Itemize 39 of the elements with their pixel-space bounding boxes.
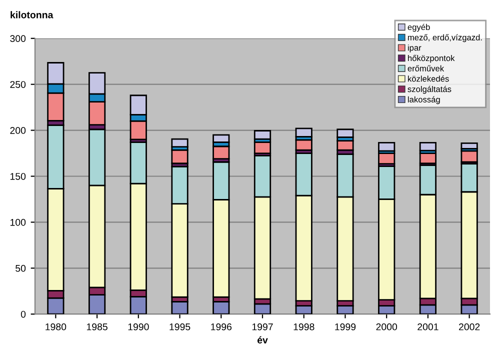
bar [419, 142, 437, 152]
legend-label: lakosság [408, 96, 440, 104]
legend-label: közlekedés [408, 76, 449, 82]
bar [378, 142, 396, 152]
bar [171, 301, 188, 314]
y-tick-label: 200 [10, 127, 26, 134]
bar [171, 138, 188, 148]
y-axis-title: kilotonna [10, 11, 54, 18]
x-tick-label: 2002 [458, 323, 480, 330]
legend-label: hőközpontok [408, 54, 455, 63]
legend-label: egyéb [408, 24, 430, 32]
x-tick-label: 2000 [376, 323, 398, 330]
x-tick-label: 1980 [46, 323, 66, 330]
x-tick-label: 1985 [86, 323, 108, 330]
bar [171, 149, 188, 164]
x-tick-label: 1998 [294, 323, 314, 330]
legend-label: ipar [408, 44, 422, 52]
x-tick-label: 1999 [335, 323, 356, 330]
x-tick-label: 1995 [170, 323, 190, 330]
bar [254, 130, 272, 140]
x-axis-title: év [257, 336, 268, 344]
bar [295, 128, 312, 138]
bar [212, 146, 230, 160]
y-tick-label: 250 [10, 81, 26, 88]
bar [336, 128, 354, 138]
bar [212, 134, 230, 143]
legend-label: erőművek [408, 65, 444, 72]
y-tick-label: 100 [10, 218, 26, 226]
x-tick-label: 2001 [418, 323, 438, 330]
y-tick-label: 50 [16, 264, 26, 272]
y-tick-label: 300 [10, 35, 26, 42]
x-tick-label: 1990 [128, 323, 149, 330]
legend-label: mező, erdő,vízgazd. [408, 34, 482, 42]
x-tick-label: 1996 [211, 323, 232, 330]
y-tick-label: 0 [20, 310, 26, 318]
y-tick-label: 150 [10, 172, 26, 180]
x-tick-label: 1997 [252, 323, 273, 330]
legend-label: szolgáltatás [408, 86, 452, 94]
bar [460, 142, 478, 150]
